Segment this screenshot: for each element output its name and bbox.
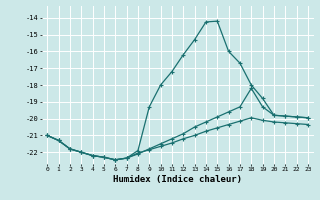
X-axis label: Humidex (Indice chaleur): Humidex (Indice chaleur)	[113, 175, 242, 184]
